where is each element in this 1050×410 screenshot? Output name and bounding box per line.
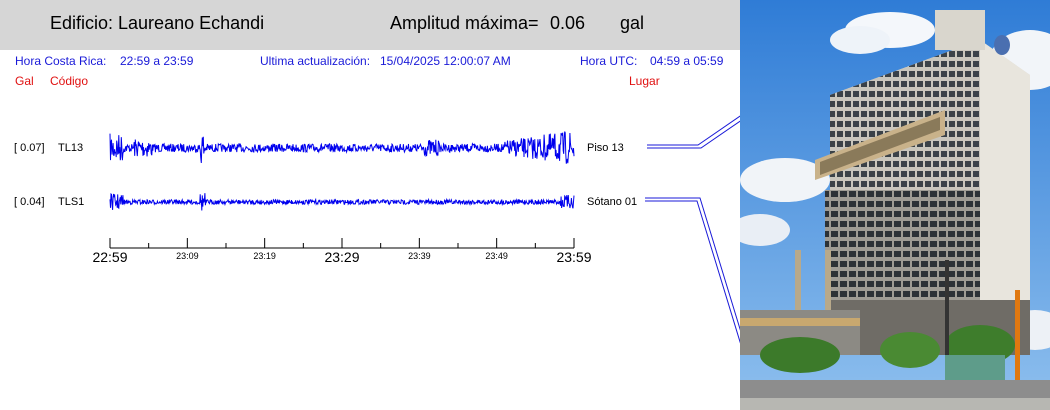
cr-time-label: Hora Costa Rica: bbox=[15, 54, 107, 68]
column-place: Lugar bbox=[629, 74, 660, 88]
column-code: Código bbox=[50, 74, 89, 88]
channel-place-tls1: Sótano 01 bbox=[587, 196, 638, 208]
time-tick-label: 22:59 bbox=[92, 249, 127, 265]
time-tick-label: 23:29 bbox=[324, 249, 359, 265]
column-gal: Gal bbox=[15, 74, 34, 88]
channel-code-tl13: TL13 bbox=[58, 142, 84, 154]
time-tick-label: 23:39 bbox=[408, 251, 431, 261]
amplitude-label: Amplitud máxima= bbox=[390, 13, 539, 33]
waveform-tl13 bbox=[109, 131, 575, 164]
amplitude-value: 0.06 bbox=[550, 13, 586, 33]
connector-sotano01 bbox=[645, 197, 740, 382]
time-axis-ticks: 22:59 23:09 23:19 23:29 23:39 23:49 23:59 bbox=[92, 238, 592, 265]
time-tick-label: 23:49 bbox=[485, 251, 508, 261]
connector-piso13 bbox=[647, 115, 740, 149]
header-bar: Edificio: Laureano Echandi Amplitud máxi… bbox=[0, 0, 740, 50]
update-label: Ultima actualización: bbox=[260, 54, 371, 68]
cr-time-value: 22:59 a 23:59 bbox=[120, 54, 194, 68]
building-title: Edificio: Laureano Echandi bbox=[50, 13, 265, 33]
waveform-tls1 bbox=[109, 192, 575, 211]
building-photo bbox=[740, 0, 1050, 410]
time-tick-label: 23:19 bbox=[253, 251, 276, 261]
time-tick-label: 23:09 bbox=[176, 251, 199, 261]
utc-time-value: 04:59 a 05:59 bbox=[650, 54, 724, 68]
update-value: 15/04/2025 12:00:07 AM bbox=[380, 54, 511, 68]
amplitude-unit: gal bbox=[620, 13, 645, 33]
utc-time-label: Hora UTC: bbox=[580, 54, 638, 68]
channel-place-tl13: Piso 13 bbox=[587, 142, 624, 154]
seismogram-plot: 22:59 23:09 23:19 23:29 23:39 23:49 23:59 bbox=[92, 115, 740, 382]
channel-code-tls1: TLS1 bbox=[58, 196, 85, 208]
time-tick-label: 23:59 bbox=[556, 249, 591, 265]
channel-gal-tl13: [ 0.07] bbox=[14, 142, 45, 154]
channel-gal-tls1: [ 0.04] bbox=[14, 196, 45, 208]
